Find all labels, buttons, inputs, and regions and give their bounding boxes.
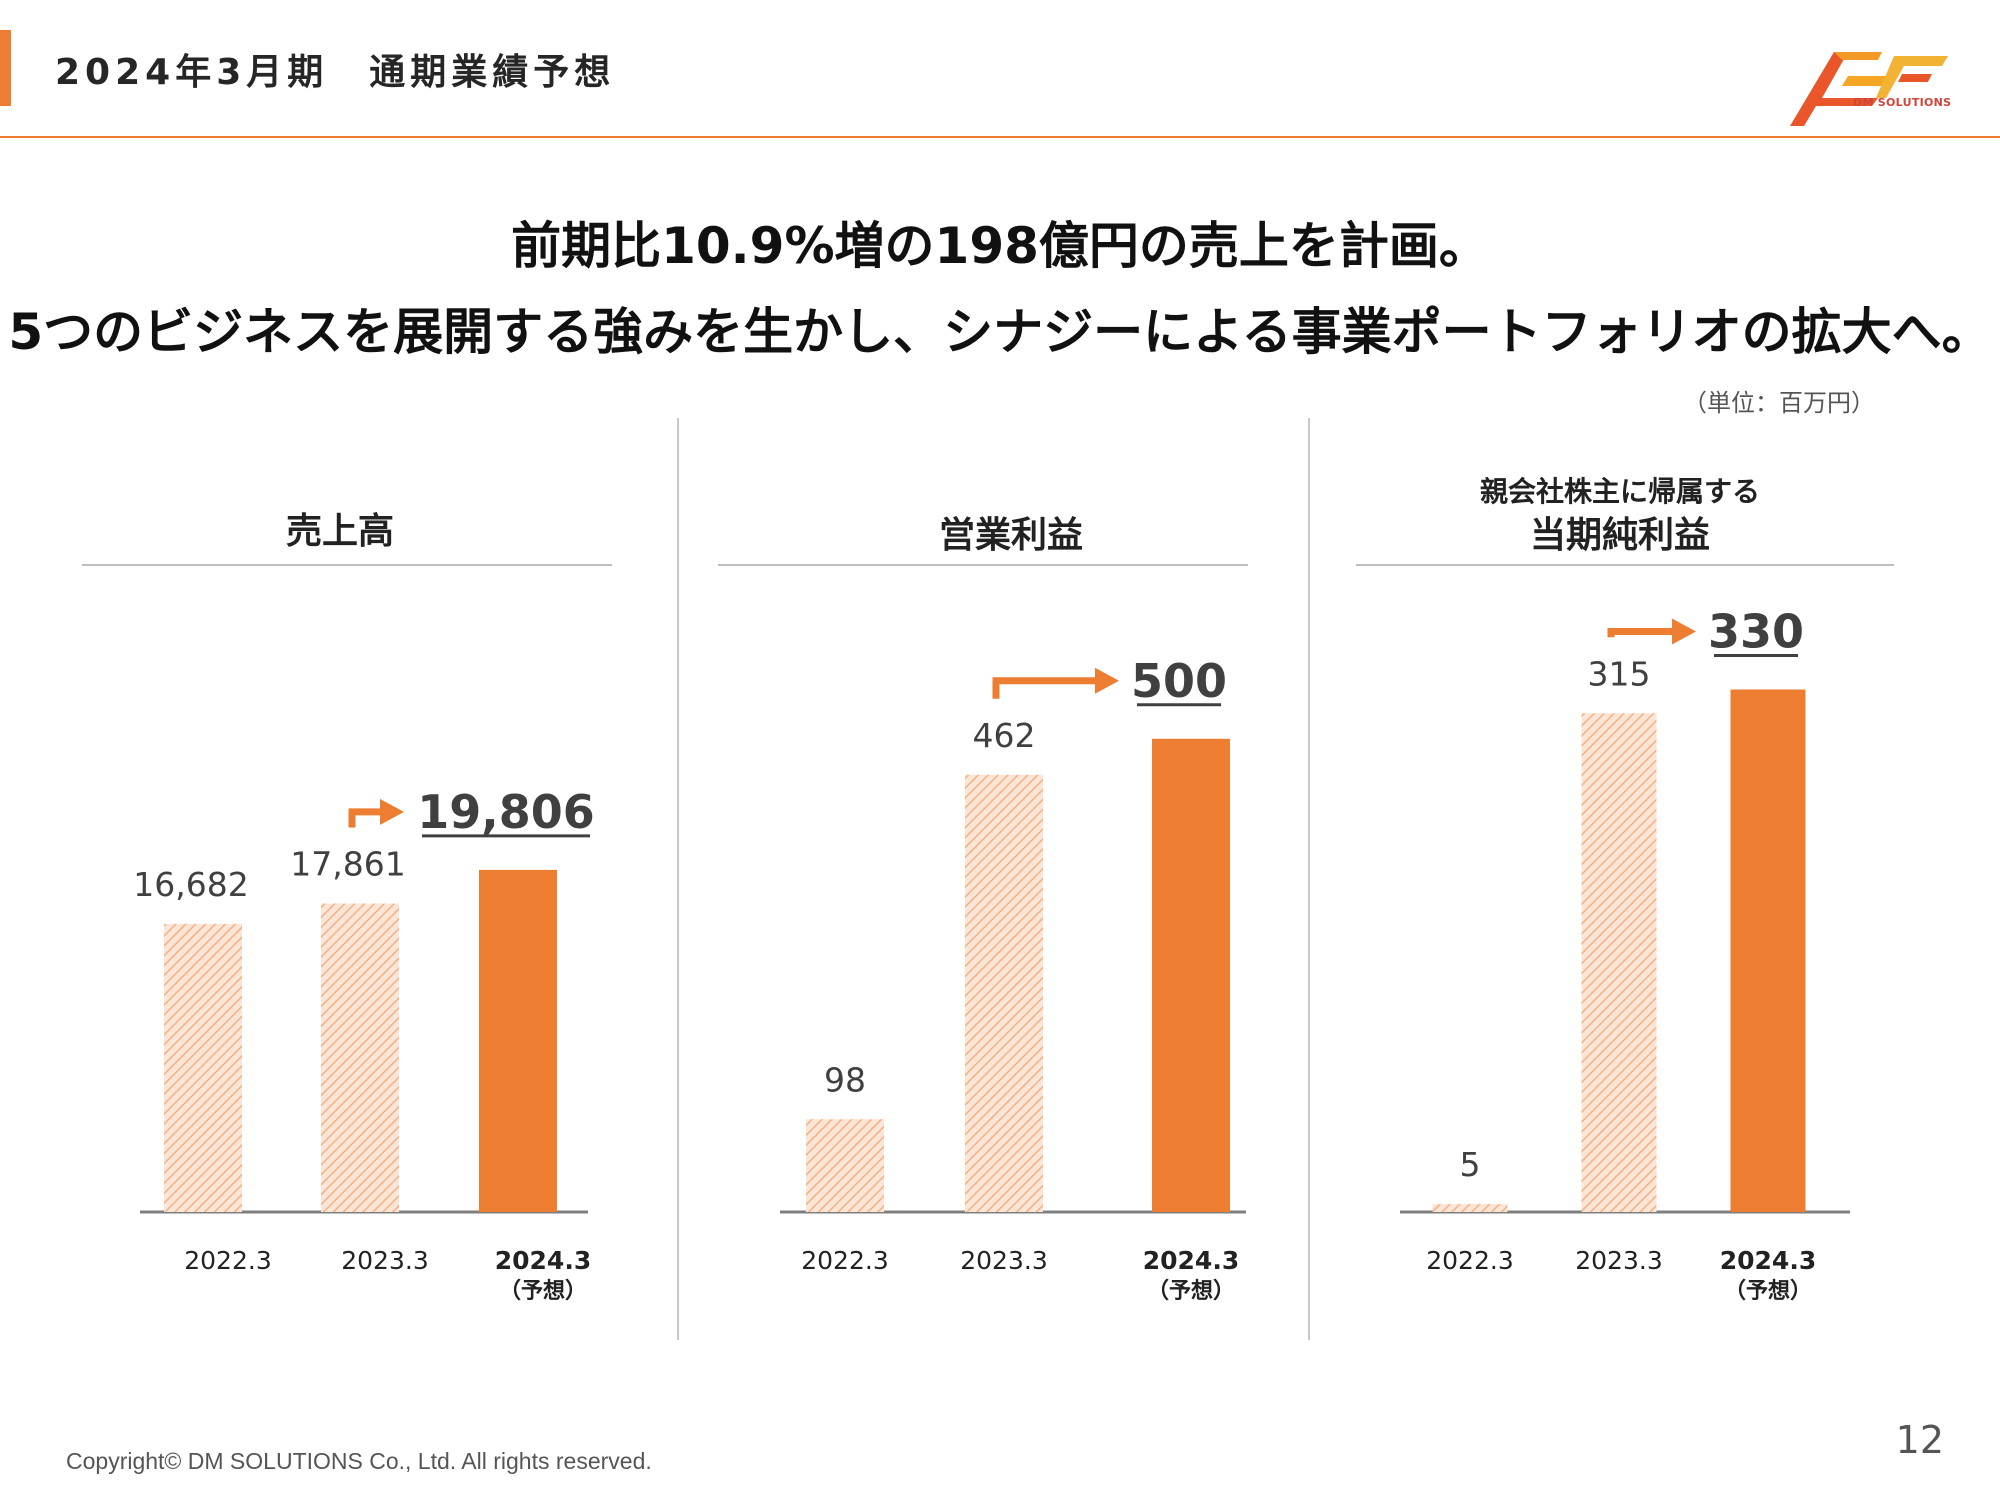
page-title: 2024年3月期 通期業績予想 xyxy=(55,52,616,93)
data-label: 16,682 xyxy=(133,865,248,904)
bar-forecast xyxy=(1152,738,1230,1212)
x-tick-label: 2024.3 xyxy=(495,1246,591,1275)
bar xyxy=(164,923,242,1212)
bar xyxy=(1432,1204,1508,1212)
data-label: 462 xyxy=(973,716,1036,755)
data-label: 17,861 xyxy=(290,844,405,883)
data-label: 98 xyxy=(824,1060,866,1099)
data-label: 5 xyxy=(1460,1145,1481,1184)
x-tick-label: 2022.3 xyxy=(184,1246,271,1275)
growth-arrow-icon xyxy=(992,677,1099,699)
panel-title-rule xyxy=(82,564,612,566)
bar xyxy=(965,774,1043,1212)
bar xyxy=(321,903,399,1212)
x-tick-note: （予想） xyxy=(1147,1279,1235,1304)
forecast-data-label: 19,806 xyxy=(417,785,595,839)
growth-arrow-icon xyxy=(1607,628,1676,638)
unit-label: （単位：百万円） xyxy=(1683,389,1875,417)
header-accent-bar xyxy=(0,30,11,106)
chart-title-sales: 売上高 xyxy=(285,511,395,552)
chart-subtitle-net-income: 親会社株主に帰属する xyxy=(1479,475,1761,508)
growth-arrow-head-icon xyxy=(380,798,404,825)
data-label: 315 xyxy=(1588,654,1651,693)
x-tick-note: （予想） xyxy=(499,1279,587,1304)
panel-title-rule xyxy=(718,564,1248,566)
x-tick-note: （予想） xyxy=(1724,1279,1812,1304)
x-tick-label: 2024.3 xyxy=(1143,1246,1239,1275)
x-tick-label: 2022.3 xyxy=(801,1246,888,1275)
bar xyxy=(1581,713,1657,1212)
growth-arrow-icon xyxy=(348,808,384,828)
panel-title-rule xyxy=(1356,564,1894,566)
header-divider xyxy=(0,136,2000,138)
bar xyxy=(806,1119,884,1212)
page-number: 12 xyxy=(1895,1418,1944,1462)
copyright: Copyright© DM SOLUTIONS Co., Ltd. All ri… xyxy=(66,1448,652,1474)
logo-text: DM SOLUTIONS xyxy=(1853,96,1952,109)
headline-line-2: 5つのビジネスを展開する強みを生かし、シナジーによる事業ポートフォリオの拡大へ。 xyxy=(8,303,1992,361)
x-tick-label: 2022.3 xyxy=(1426,1246,1513,1275)
forecast-data-label: 330 xyxy=(1708,605,1804,659)
chart-title-operating-profit: 営業利益 xyxy=(938,515,1084,556)
x-tick-label: 2023.3 xyxy=(960,1246,1047,1275)
x-tick-label: 2023.3 xyxy=(1575,1246,1662,1275)
dm-solutions-logo-icon xyxy=(1790,52,1948,126)
headline-line-1: 前期比10.9%増の198億円の売上を計画。 xyxy=(511,217,1489,275)
growth-arrow-head-icon xyxy=(1095,667,1119,694)
bar-forecast xyxy=(1730,689,1806,1212)
growth-arrow-head-icon xyxy=(1672,618,1696,645)
x-tick-label: 2023.3 xyxy=(341,1246,428,1275)
x-tick-label: 2024.3 xyxy=(1720,1246,1816,1275)
panel-divider xyxy=(1308,418,1310,1340)
panel-divider xyxy=(677,418,679,1340)
chart-title-net-income: 当期純利益 xyxy=(1529,515,1711,556)
forecast-data-label: 500 xyxy=(1131,654,1227,708)
bar-forecast xyxy=(479,869,557,1212)
